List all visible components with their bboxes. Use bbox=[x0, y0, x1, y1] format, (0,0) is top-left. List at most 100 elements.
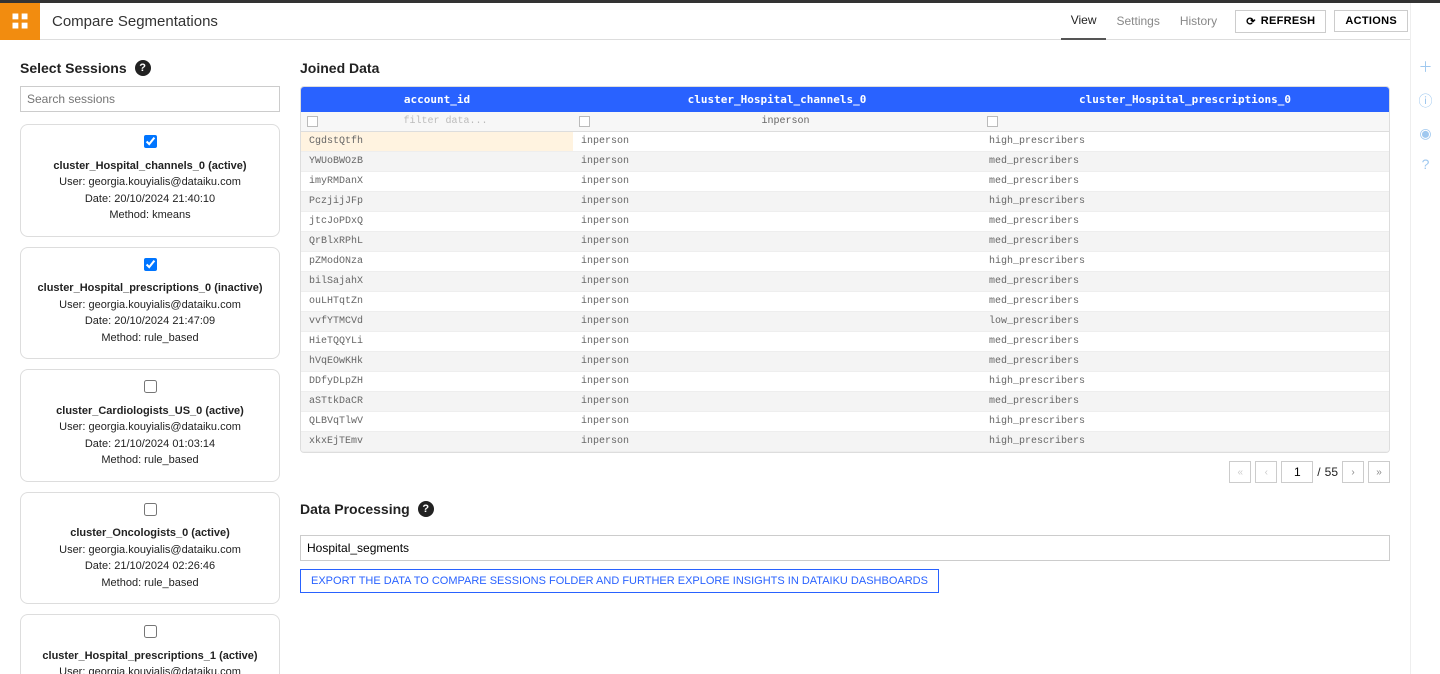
data-processing-input[interactable] bbox=[300, 535, 1390, 561]
help-icon[interactable]: ? bbox=[135, 60, 151, 76]
filter-input-1[interactable]: inperson bbox=[596, 116, 975, 127]
session-card[interactable]: cluster_Oncologists_0 (active)User: geor… bbox=[20, 492, 280, 605]
session-checkbox[interactable] bbox=[144, 625, 157, 638]
data-processing-title: Data Processing bbox=[300, 501, 410, 517]
refresh-label: REFRESH bbox=[1261, 15, 1316, 27]
cell-prescriptions: med_prescribers bbox=[981, 172, 1389, 192]
table-row[interactable]: hVqEOwKHkinpersonmed_prescribers bbox=[301, 352, 1389, 372]
chat-circle-icon[interactable]: ◉ bbox=[1419, 125, 1431, 142]
export-button[interactable]: EXPORT THE DATA TO COMPARE SESSIONS FOLD… bbox=[300, 569, 939, 593]
tab-settings[interactable]: Settings bbox=[1106, 3, 1169, 40]
table-row[interactable]: imyRMDanXinpersonmed_prescribers bbox=[301, 172, 1389, 192]
session-title: cluster_Cardiologists_US_0 (active) bbox=[31, 403, 269, 420]
session-card[interactable]: cluster_Cardiologists_US_0 (active)User:… bbox=[20, 369, 280, 482]
pager-current-input[interactable] bbox=[1281, 461, 1313, 483]
help-icon[interactable]: ? bbox=[418, 501, 434, 517]
header-tabs: View Settings History bbox=[1061, 3, 1228, 40]
pager-first-button[interactable]: « bbox=[1229, 461, 1251, 483]
table-row[interactable]: vvfYTMCVdinpersonlow_prescribers bbox=[301, 312, 1389, 332]
table-row[interactable]: YWUoBWOzBinpersonmed_prescribers bbox=[301, 152, 1389, 172]
search-sessions-input[interactable] bbox=[20, 86, 280, 112]
session-method: Method: rule_based bbox=[31, 452, 269, 469]
cell-account-id: PczjijJFp bbox=[301, 192, 573, 212]
pager: « ‹ / 55 › » bbox=[300, 461, 1390, 483]
session-card[interactable]: cluster_Hospital_prescriptions_1 (active… bbox=[20, 614, 280, 674]
session-card[interactable]: cluster_Hospital_prescriptions_0 (inacti… bbox=[20, 247, 280, 360]
cell-prescriptions: high_prescribers bbox=[981, 252, 1389, 272]
table-row[interactable]: pZModONzainpersonhigh_prescribers bbox=[301, 252, 1389, 272]
cell-prescriptions: med_prescribers bbox=[981, 232, 1389, 252]
content: Joined Data account_id cluster_Hospital_… bbox=[300, 40, 1410, 674]
table-row[interactable]: DDfyDLpZHinpersonhigh_prescribers bbox=[301, 372, 1389, 392]
cell-prescriptions: med_prescribers bbox=[981, 292, 1389, 312]
table-row[interactable]: ouLHTqtZninpersonmed_prescribers bbox=[301, 292, 1389, 312]
session-checkbox[interactable] bbox=[144, 258, 157, 271]
col-header-channels[interactable]: cluster_Hospital_channels_0 bbox=[573, 87, 981, 112]
table-row[interactable]: QLBVqTlwVinpersonhigh_prescribers bbox=[301, 412, 1389, 432]
sidebar: Select Sessions ? cluster_Hospital_chann… bbox=[0, 40, 300, 674]
session-checkbox[interactable] bbox=[144, 380, 157, 393]
table-row[interactable]: bilSajahXinpersonmed_prescribers bbox=[301, 272, 1389, 292]
cell-channels: inperson bbox=[573, 132, 981, 152]
table-row[interactable]: xkxEjTEmvinpersonhigh_prescribers bbox=[301, 432, 1389, 452]
select-sessions-label: Select Sessions bbox=[20, 60, 127, 76]
session-method: Method: rule_based bbox=[31, 330, 269, 347]
session-user: User: georgia.kouyialis@dataiku.com bbox=[31, 297, 269, 314]
table-row[interactable]: aSTtkDaCRinpersonmed_prescribers bbox=[301, 392, 1389, 412]
plus-circle-icon[interactable]: ＋ bbox=[1419, 57, 1433, 77]
cell-account-id: QrBlxRPhL bbox=[301, 232, 573, 252]
table-row[interactable]: QrBlxRPhLinpersonmed_prescribers bbox=[301, 232, 1389, 252]
cell-account-id: hVqEOwKHk bbox=[301, 352, 573, 372]
cell-prescriptions: med_prescribers bbox=[981, 212, 1389, 232]
right-rail: ＋ ⓘ ◉ ? bbox=[1410, 3, 1440, 674]
pager-total: 55 bbox=[1325, 465, 1338, 479]
tab-view[interactable]: View bbox=[1061, 3, 1107, 40]
cell-channels: inperson bbox=[573, 252, 981, 272]
table-row[interactable]: CgdstQtfhinpersonhigh_prescribers bbox=[301, 132, 1389, 152]
header: Compare Segmentations View Settings Hist… bbox=[0, 3, 1440, 40]
session-date: Date: 20/10/2024 21:47:09 bbox=[31, 313, 269, 330]
help-circle-icon[interactable]: ? bbox=[1422, 156, 1430, 172]
col-header-prescriptions[interactable]: cluster_Hospital_prescriptions_0 bbox=[981, 87, 1389, 112]
pager-prev-button[interactable]: ‹ bbox=[1255, 461, 1277, 483]
refresh-icon: ⟳ bbox=[1246, 15, 1256, 28]
cell-account-id: HieTQQYLi bbox=[301, 332, 573, 352]
pager-last-button[interactable]: » bbox=[1368, 461, 1390, 483]
info-circle-icon[interactable]: ⓘ bbox=[1419, 91, 1433, 111]
session-title: cluster_Hospital_channels_0 (active) bbox=[31, 158, 269, 175]
session-checkbox[interactable] bbox=[144, 503, 157, 516]
cell-prescriptions: med_prescribers bbox=[981, 352, 1389, 372]
session-card[interactable]: cluster_Hospital_channels_0 (active)User… bbox=[20, 124, 280, 237]
session-title: cluster_Hospital_prescriptions_1 (active… bbox=[31, 648, 269, 665]
table-row[interactable]: PczjijJFpinpersonhigh_prescribers bbox=[301, 192, 1389, 212]
cell-prescriptions: high_prescribers bbox=[981, 432, 1389, 452]
cell-account-id: CgdstQtfh bbox=[301, 132, 573, 152]
filter-checkbox-2[interactable] bbox=[987, 116, 998, 127]
grid-icon bbox=[10, 11, 30, 31]
session-checkbox[interactable] bbox=[144, 135, 157, 148]
cell-prescriptions: high_prescribers bbox=[981, 132, 1389, 152]
cell-channels: inperson bbox=[573, 292, 981, 312]
cell-prescriptions: high_prescribers bbox=[981, 372, 1389, 392]
joined-table: account_id cluster_Hospital_channels_0 c… bbox=[300, 86, 1390, 453]
pager-sep: / bbox=[1317, 465, 1320, 479]
cell-prescriptions: high_prescribers bbox=[981, 192, 1389, 212]
refresh-button[interactable]: ⟳ REFRESH bbox=[1235, 10, 1326, 33]
filter-checkbox-1[interactable] bbox=[579, 116, 590, 127]
tab-history[interactable]: History bbox=[1170, 3, 1227, 40]
col-header-account-id[interactable]: account_id bbox=[301, 87, 573, 112]
pager-next-button[interactable]: › bbox=[1342, 461, 1364, 483]
filter-checkbox-0[interactable] bbox=[307, 116, 318, 127]
cell-account-id: ouLHTqtZn bbox=[301, 292, 573, 312]
session-date: Date: 21/10/2024 02:26:46 bbox=[31, 558, 269, 575]
actions-button[interactable]: ACTIONS bbox=[1334, 10, 1408, 32]
table-row[interactable]: HieTQQYLiinpersonmed_prescribers bbox=[301, 332, 1389, 352]
select-sessions-title: Select Sessions ? bbox=[20, 60, 280, 76]
session-method: Method: kmeans bbox=[31, 207, 269, 224]
app-logo[interactable] bbox=[0, 3, 40, 40]
filter-input-0[interactable]: filter data... bbox=[324, 116, 567, 127]
session-title: cluster_Hospital_prescriptions_0 (inacti… bbox=[31, 280, 269, 297]
table-row[interactable]: jtcJoPDxQinpersonmed_prescribers bbox=[301, 212, 1389, 232]
cell-account-id: aSTtkDaCR bbox=[301, 392, 573, 412]
cell-channels: inperson bbox=[573, 412, 981, 432]
